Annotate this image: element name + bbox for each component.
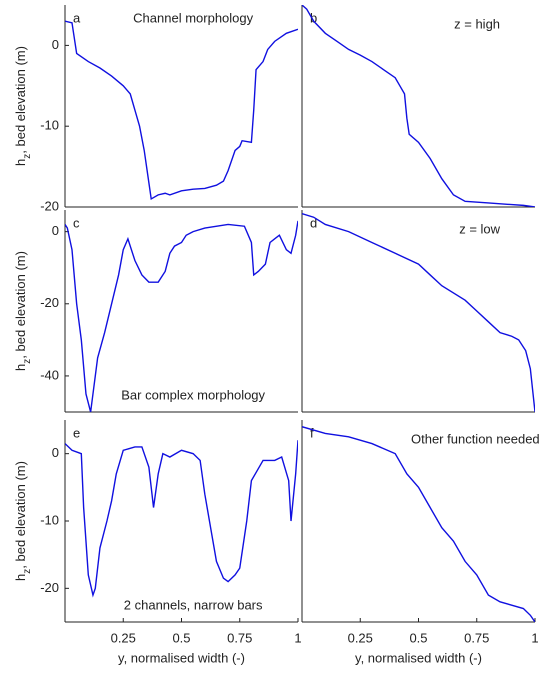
y-axis-label: hz, bed elevation (m) bbox=[13, 251, 33, 371]
annotation: 2 channels, narrow bars bbox=[124, 597, 263, 612]
annotation: Other function needed bbox=[411, 432, 540, 447]
y-tick-label: -10 bbox=[40, 118, 59, 133]
x-tick-label: 0.25 bbox=[111, 630, 136, 645]
y-axis-label-part: h bbox=[13, 364, 28, 371]
annotation: Channel morphology bbox=[133, 11, 253, 26]
x-tick-label: 0.75 bbox=[227, 630, 252, 645]
annotation: Bar complex morphology bbox=[121, 387, 265, 402]
y-tick-label: -20 bbox=[40, 198, 59, 213]
panel-label: e bbox=[73, 425, 80, 440]
panel-label: d bbox=[310, 215, 317, 230]
line bbox=[302, 5, 535, 207]
annotation: z = low bbox=[459, 222, 500, 237]
x-tick-label: 1 bbox=[531, 630, 538, 645]
y-tick-label: -40 bbox=[40, 367, 59, 382]
line bbox=[65, 220, 298, 412]
x-tick-label: 0.5 bbox=[409, 630, 427, 645]
y-axis-label: hz, bed elevation (m) bbox=[13, 461, 33, 581]
y-tick-label: 0 bbox=[52, 37, 59, 52]
line bbox=[65, 20, 298, 201]
y-axis-label-part: , bed elevation (m) bbox=[13, 251, 28, 359]
x-axis-label: y, normalised width (-) bbox=[355, 650, 482, 665]
x-tick-label: 0.25 bbox=[348, 630, 373, 645]
panel-label: a bbox=[73, 10, 81, 25]
annotation: z = high bbox=[454, 17, 500, 32]
y-axis-label-part: z bbox=[22, 359, 33, 364]
panel-label: f bbox=[310, 425, 314, 440]
x-tick-label: 1 bbox=[294, 630, 301, 645]
y-tick-label: -20 bbox=[40, 295, 59, 310]
line bbox=[302, 212, 535, 412]
y-tick-label: 0 bbox=[52, 223, 59, 238]
x-axis-label: y, normalised width (-) bbox=[118, 650, 245, 665]
x-tick-label: 0.75 bbox=[464, 630, 489, 645]
x-tick-label: 0.5 bbox=[172, 630, 190, 645]
y-tick-label: -20 bbox=[40, 580, 59, 595]
y-tick-label: -10 bbox=[40, 512, 59, 527]
y-axis-label-part: , bed elevation (m) bbox=[13, 461, 28, 569]
line bbox=[302, 426, 535, 622]
line bbox=[65, 440, 298, 598]
panel-label: c bbox=[73, 215, 80, 230]
y-axis-label-part: z bbox=[22, 569, 33, 574]
panel-label: b bbox=[310, 10, 317, 25]
y-axis-label: hz, bed elevation (m) bbox=[13, 46, 33, 166]
y-axis-label-part: h bbox=[13, 159, 28, 166]
y-axis-label-part: h bbox=[13, 574, 28, 581]
y-axis-label-part: z bbox=[22, 154, 33, 159]
y-axis-label-part: , bed elevation (m) bbox=[13, 46, 28, 154]
y-tick-label: 0 bbox=[52, 445, 59, 460]
